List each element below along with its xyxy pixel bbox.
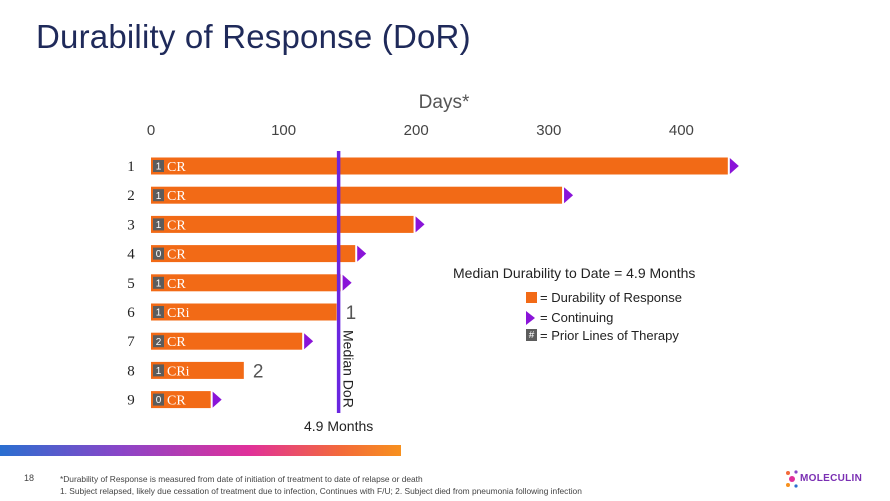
bar — [151, 215, 414, 233]
prior-lines-value: 0 — [156, 395, 162, 406]
prior-lines-box — [153, 364, 164, 377]
x-tick-label: 0 — [147, 122, 155, 139]
prior-lines-value: 1 — [156, 366, 162, 377]
dor-chart: Days* 0 100 200 300 400 1 1 CR 2 1 CR 3 1 CR 4 0 CR 5 1 CR… — [127, 92, 739, 434]
x-tick-label: 400 — [669, 122, 694, 139]
legend-entry: = Prior Lines of Therapy — [540, 328, 679, 343]
response-label: CR — [167, 394, 186, 409]
bar — [151, 186, 563, 204]
continuing-arrow — [729, 158, 739, 174]
legend-arrow-swatch — [526, 311, 535, 325]
median-value-label: 4.9 Months — [304, 418, 373, 434]
response-label: CR — [167, 248, 186, 263]
chart-title: Days* — [419, 92, 470, 113]
bar — [151, 274, 341, 292]
bar — [151, 332, 303, 350]
response-label: CR — [167, 277, 186, 292]
prior-lines-box — [153, 393, 164, 406]
response-label: CR — [167, 160, 186, 175]
median-group: Median DoR 4.9 Months — [304, 151, 373, 434]
footnote-marker: 2 — [253, 361, 264, 382]
footnote-marker: 1 — [346, 303, 357, 324]
page-number: 18 — [24, 473, 35, 483]
footnotes: *Durability of Response is measured from… — [60, 473, 582, 497]
bar — [151, 245, 356, 263]
prior-lines-value: 1 — [156, 278, 162, 289]
category-label: 2 — [127, 188, 135, 204]
slide-title: Durability of Response (DoR) — [36, 18, 471, 55]
response-label: CRi — [167, 364, 190, 379]
prior-lines-value: 1 — [156, 191, 162, 202]
category-label: 4 — [127, 247, 135, 263]
legend-entry: = Continuing — [540, 310, 613, 325]
x-tick-label: 200 — [404, 122, 429, 139]
moleculin-logo-icon — [786, 470, 798, 488]
legend-entry: = Durability of Response — [540, 290, 682, 305]
response-label: CR — [167, 218, 186, 233]
footnote-2: 1. Subject relapsed, likely due cessatio… — [60, 486, 582, 496]
continuing-arrow — [342, 274, 352, 291]
continuing-arrow — [357, 245, 367, 262]
prior-lines-box — [153, 306, 164, 318]
bars-group: 1 1 CR 2 1 CR 3 1 CR 4 0 CR 5 1 CR 6 1 CRi 1 7 2 CR 8 1 CRi 2 9 0 CR — [127, 157, 739, 409]
legend-title: Median Durability to Date = 4.9 Months — [453, 265, 695, 281]
x-axis-ticks: 0 100 200 300 400 — [147, 122, 694, 139]
footnote-1: *Durability of Response is measured from… — [60, 474, 423, 484]
response-label: CR — [167, 189, 186, 204]
median-label: Median DoR — [341, 330, 357, 408]
prior-lines-value: 1 — [156, 308, 162, 319]
bar — [151, 303, 337, 321]
legend: Median Durability to Date = 4.9 Months = … — [453, 265, 695, 343]
category-label: 9 — [127, 393, 135, 409]
prior-lines-value: 1 — [156, 220, 162, 231]
category-label: 7 — [127, 334, 135, 350]
logo-text: MOLECULIN — [800, 473, 863, 484]
category-label: 1 — [127, 159, 135, 175]
prior-lines-box — [153, 160, 164, 172]
prior-lines-box — [153, 276, 164, 289]
prior-lines-value: 0 — [156, 249, 162, 260]
prior-lines-box — [153, 247, 164, 260]
continuing-arrow — [304, 333, 314, 350]
legend-prior-symbol: # — [529, 330, 535, 341]
bar — [151, 391, 211, 409]
bar — [151, 361, 244, 379]
continuing-arrow — [415, 216, 425, 233]
continuing-arrow — [564, 187, 574, 204]
response-label: CRi — [167, 306, 190, 321]
category-label: 3 — [127, 217, 135, 233]
response-label: CR — [167, 335, 186, 350]
prior-lines-box — [153, 335, 164, 348]
x-tick-label: 100 — [271, 122, 296, 139]
category-label: 8 — [127, 363, 135, 379]
legend-bar-swatch — [526, 292, 537, 303]
prior-lines-value: 2 — [156, 337, 162, 348]
prior-lines-box — [153, 189, 164, 202]
prior-lines-box — [153, 218, 164, 231]
gradient-divider — [0, 445, 401, 456]
bar — [151, 157, 728, 175]
legend-prior-swatch — [526, 329, 537, 341]
category-label: 6 — [127, 305, 135, 321]
x-tick-label: 300 — [536, 122, 561, 139]
continuing-arrow — [212, 391, 222, 408]
category-label: 5 — [127, 276, 135, 292]
prior-lines-value: 1 — [156, 162, 162, 173]
